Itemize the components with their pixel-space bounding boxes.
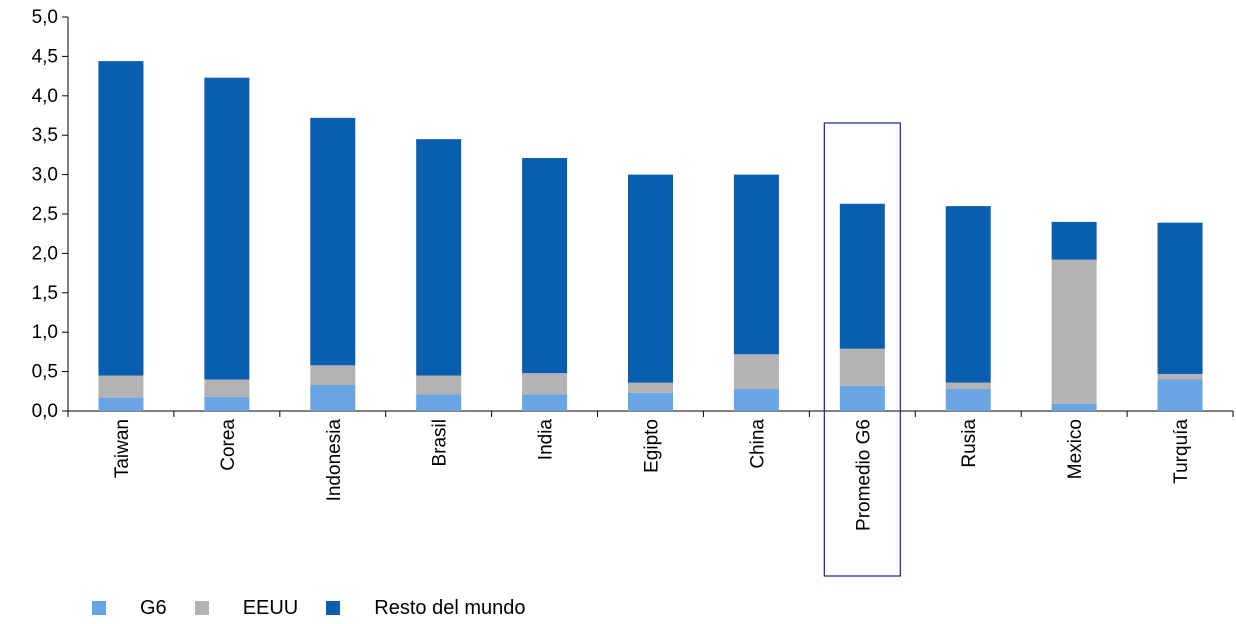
legend-item-resto-del-mundo: Resto del mundo xyxy=(326,597,525,620)
y-tick-label: 1,5 xyxy=(32,283,58,304)
bar-g6 xyxy=(628,392,673,411)
legend-swatch-resto-del-mundo xyxy=(326,601,341,615)
bar-eeuu xyxy=(945,382,991,389)
bar-g6 xyxy=(310,384,356,411)
bar-resto-del-mundo xyxy=(839,203,885,349)
bar-resto-del-mundo xyxy=(733,174,779,355)
x-axis: Taiwan Corea Indonesia Brasil India Egipto Chi… xyxy=(67,410,1234,531)
y-tick-label: 3,0 xyxy=(32,165,58,186)
highlight-rect xyxy=(823,122,901,577)
bar-g6 xyxy=(98,397,144,411)
legend-item-eeuu: EEUU xyxy=(194,596,299,620)
y-tick-label: 0,5 xyxy=(32,362,58,383)
y-tick-label: 4,0 xyxy=(32,86,58,107)
bar-g6 xyxy=(204,396,250,411)
bar-eeuu xyxy=(204,379,250,397)
bar-resto-del-mundo xyxy=(945,206,991,383)
bar-eeuu xyxy=(733,354,779,389)
bar-g6 xyxy=(1157,379,1203,411)
bar-eeuu xyxy=(628,382,673,393)
bar-resto-del-mundo xyxy=(310,117,356,366)
x-tick-label: Egipto xyxy=(642,419,663,473)
legend: G6 EEUU Resto del mundo xyxy=(92,596,553,620)
y-tick-label: 5,0 xyxy=(32,7,58,28)
bar-resto-del-mundo xyxy=(1157,222,1203,374)
bar-resto-del-mundo xyxy=(98,61,144,376)
bars xyxy=(98,61,1203,411)
bar-g6 xyxy=(522,394,568,411)
bar-resto-del-mundo xyxy=(416,139,462,376)
bar-eeuu xyxy=(1157,373,1203,380)
legend-label-eeuu: EEUU xyxy=(242,596,299,619)
bar-eeuu xyxy=(416,375,462,395)
bar-eeuu xyxy=(98,375,144,398)
x-tick-label: Indonesia xyxy=(324,419,345,502)
bar-g6 xyxy=(945,388,991,411)
x-tick-label: Taiwan xyxy=(112,419,133,478)
legend-swatch-g6 xyxy=(92,601,106,615)
legend-label-g6: G6 xyxy=(140,596,167,619)
y-tick-label: 3,5 xyxy=(32,125,58,146)
bar-g6 xyxy=(733,388,779,411)
bar-eeuu xyxy=(522,373,568,395)
stacked-bar-chart: 0,0 0,5 1,0 1,5 2,0 2,5 3,0 3,5 4,0 4,5 5,0 Taiwan… xyxy=(32,7,1234,577)
bar-resto-del-mundo xyxy=(522,158,568,374)
y-axis: 0,0 0,5 1,0 1,5 2,0 2,5 3,0 3,5 4,0 4,5 5,0 xyxy=(32,7,69,422)
legend-label-resto-del-mundo: Resto del mundo xyxy=(374,596,526,619)
bar-eeuu xyxy=(1051,259,1097,404)
y-tick-label: 2,5 xyxy=(32,204,58,225)
x-tick-label: Mexico xyxy=(1065,419,1086,479)
highlight-box xyxy=(823,122,901,577)
y-tick-label: 4,5 xyxy=(32,46,58,67)
bar-g6 xyxy=(416,394,462,411)
y-tick-label: 2,0 xyxy=(32,243,58,264)
bar-g6 xyxy=(839,385,885,411)
bar-eeuu xyxy=(839,348,885,386)
bar-resto-del-mundo xyxy=(628,174,673,383)
x-tick-label: India xyxy=(536,419,557,461)
y-tick-label: 0,0 xyxy=(32,401,58,422)
x-tick-label: Rusia xyxy=(959,419,980,468)
bar-eeuu xyxy=(310,365,356,385)
legend-item-g6: G6 xyxy=(92,597,167,620)
x-tick-label: Promedio G6 xyxy=(853,419,874,531)
y-tick-label: 1,0 xyxy=(32,322,58,343)
bar-g6 xyxy=(1051,403,1097,411)
bar-resto-del-mundo xyxy=(204,77,250,380)
x-tick-label: Brasil xyxy=(430,419,451,467)
bar-resto-del-mundo xyxy=(1051,221,1097,260)
x-tick-label: Turquía xyxy=(1171,419,1192,484)
x-tick-label: Corea xyxy=(218,419,239,471)
x-tick-label: China xyxy=(747,419,768,469)
legend-swatch-eeuu xyxy=(194,601,209,615)
